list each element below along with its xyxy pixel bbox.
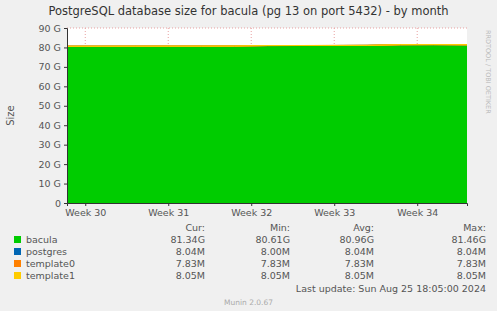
legend-stat: 7.83M xyxy=(345,258,374,269)
tick-mark xyxy=(85,203,86,206)
grid xyxy=(67,28,467,203)
legend-swatch xyxy=(14,248,21,255)
legend-stat: 7.83M xyxy=(457,258,486,269)
grid-line xyxy=(67,28,467,29)
tick: Week 33 xyxy=(314,203,355,218)
tick-mark xyxy=(64,184,67,185)
tick-label: 10 G xyxy=(39,178,61,189)
tick-mark xyxy=(64,145,67,146)
legend-label: template1 xyxy=(26,270,75,281)
legend-stat: 7.83M xyxy=(176,258,205,269)
legend-stat: 8.00M xyxy=(261,246,290,257)
area xyxy=(67,45,467,47)
tick-mark xyxy=(64,203,67,204)
tick-mark xyxy=(64,106,67,107)
legend-stat: 8.05M xyxy=(176,270,205,281)
legend-header: Cur: xyxy=(185,222,205,233)
tick-mark xyxy=(64,86,67,87)
legend-stat: 8.04M xyxy=(345,246,374,257)
legend-header: Min: xyxy=(270,222,290,233)
tick: 20 G xyxy=(39,159,67,170)
tick: 40 G xyxy=(39,120,67,131)
plot-background xyxy=(67,28,467,203)
annotation: RRDTOOL / TOBI OETIKER xyxy=(484,30,492,114)
tick: Week 30 xyxy=(65,203,106,218)
tick-label: 90 G xyxy=(39,23,61,34)
tick-mark xyxy=(64,47,67,48)
tick: Week 34 xyxy=(397,203,438,218)
tick: 30 G xyxy=(39,139,67,150)
tick: 70 G xyxy=(39,61,67,72)
title: PostgreSQL database size for bacula (pg … xyxy=(48,4,448,18)
tick-label: Week 34 xyxy=(397,207,438,218)
legend-swatch xyxy=(14,236,21,243)
legend-stat: 81.46G xyxy=(451,234,486,245)
tick-label: 80 G xyxy=(39,42,61,53)
axis-line xyxy=(64,29,68,204)
legend-stat: 8.05M xyxy=(457,270,486,281)
tick-mark xyxy=(251,203,252,206)
tick-mark xyxy=(64,125,67,126)
legend: Cur: Min: Avg: Max: bacula 81.34G 80.61G 80.96G… xyxy=(14,222,486,281)
tick-mark xyxy=(334,203,335,206)
chart: PostgreSQL database size for bacula (pg … xyxy=(0,0,497,311)
tick-mark xyxy=(64,67,67,68)
legend-label: template0 xyxy=(26,258,75,269)
tick-label: Week 32 xyxy=(231,207,272,218)
tick-label: 70 G xyxy=(39,61,61,72)
tick-label: 30 G xyxy=(39,139,61,150)
tick: 60 G xyxy=(39,81,67,92)
annotation: Last update: Sun Aug 25 18:05:00 2024 xyxy=(296,283,486,294)
tick: Week 32 xyxy=(231,203,272,218)
plot-area xyxy=(67,45,467,203)
legend-stat: 80.96G xyxy=(339,234,374,245)
tick-label: Week 30 xyxy=(65,207,106,218)
legend-stat: 8.04M xyxy=(176,246,205,257)
tick: 10 G xyxy=(39,178,67,189)
tick: 50 G xyxy=(39,100,67,111)
area xyxy=(67,45,467,47)
tick-mark xyxy=(64,28,67,29)
y-axis: 0 10 G 20 G 30 G 40 G 50 G 60 G 70 G 80 G 90 G xyxy=(39,23,68,209)
y-axis-title: Size xyxy=(5,105,16,126)
axis-line xyxy=(68,204,468,207)
legend-header: Max: xyxy=(463,222,486,233)
legend-header: Avg: xyxy=(353,222,374,233)
tick-mark xyxy=(417,203,418,206)
legend-label: postgres xyxy=(26,246,67,257)
tick-label: Week 31 xyxy=(148,207,189,218)
background xyxy=(0,0,497,311)
tick-mark xyxy=(168,203,169,206)
legend-stat: 81.34G xyxy=(170,234,205,245)
legend-swatch xyxy=(14,260,21,267)
area xyxy=(67,45,467,203)
tick: 0 xyxy=(55,198,67,209)
tick: 90 G xyxy=(39,23,67,34)
legend-stat: 8.04M xyxy=(457,246,486,257)
tick-mark xyxy=(64,164,67,165)
tick: Week 31 xyxy=(148,203,189,218)
tick-label: 0 xyxy=(55,198,61,209)
tick-label: 50 G xyxy=(39,100,61,111)
legend-swatch xyxy=(14,272,21,279)
tick-label: 40 G xyxy=(39,120,61,131)
tick-label: Week 33 xyxy=(314,207,355,218)
tick-label: 60 G xyxy=(39,81,61,92)
legend-stat: 7.83M xyxy=(261,258,290,269)
area xyxy=(67,45,467,47)
legend-stat: 80.61G xyxy=(255,234,290,245)
legend-stat: 8.05M xyxy=(345,270,374,281)
tick-label: 20 G xyxy=(39,159,61,170)
legend-label: bacula xyxy=(26,234,58,245)
x-axis: Week 30 Week 31 Week 32 Week 33 Week 34 xyxy=(65,203,467,218)
tick: 80 G xyxy=(39,42,67,53)
legend-stat: 8.05M xyxy=(261,270,290,281)
annotation: Munin 2.0.67 xyxy=(224,298,273,307)
